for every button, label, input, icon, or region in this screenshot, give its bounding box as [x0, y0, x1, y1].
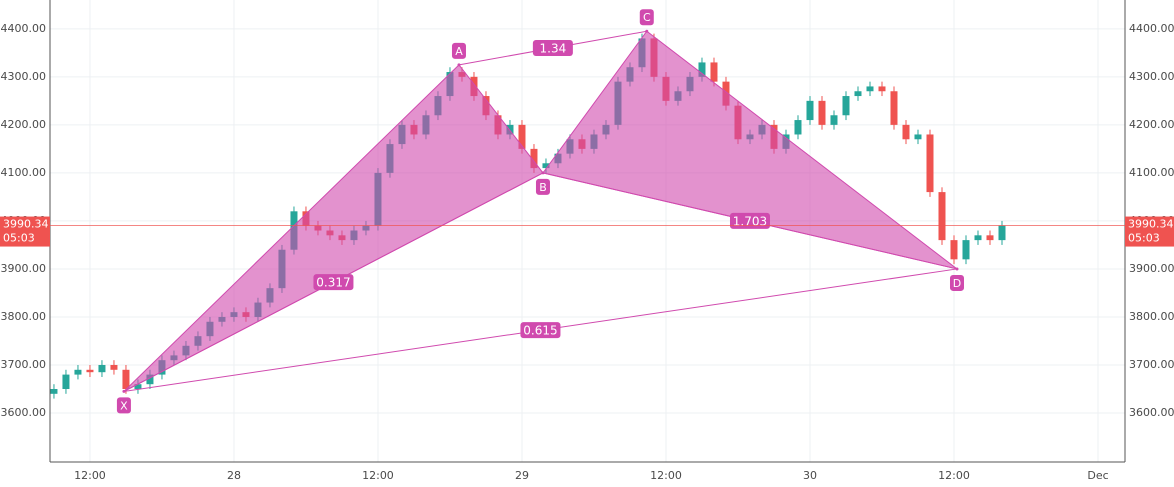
- candle-body: [950, 240, 958, 260]
- pattern-triangle: [542, 30, 958, 270]
- candle-body: [806, 100, 814, 121]
- y-tick-label-right: 4400.00: [1129, 22, 1174, 35]
- candle-body: [842, 96, 850, 116]
- ratio-badge: [520, 322, 561, 339]
- x-tick-label: 12:00: [938, 469, 970, 482]
- y-tick-label-right: 3800.00: [1129, 310, 1174, 323]
- y-tick-label-right: 4200.00: [1129, 118, 1174, 131]
- candle-body: [698, 62, 706, 77]
- x-tick-label: 12:00: [650, 469, 682, 482]
- ratio-label: 1.34: [540, 42, 567, 56]
- pattern-point: [457, 63, 461, 67]
- candle-body: [122, 369, 130, 390]
- point-badge: [451, 42, 466, 59]
- point-label: X: [120, 399, 128, 412]
- countdown-label: 05:03: [1128, 232, 1160, 245]
- candle-body: [518, 124, 526, 149]
- candle-body: [50, 389, 58, 394]
- candle-body: [998, 225, 1006, 241]
- point-label: B: [539, 181, 547, 194]
- candle-body: [62, 374, 70, 390]
- price-badge: [1125, 216, 1174, 247]
- candle-body: [110, 364, 118, 370]
- candle-body: [878, 86, 886, 92]
- candle-body: [542, 163, 550, 169]
- x-tick-label: 12:00: [74, 469, 106, 482]
- countdown-label: 05:03: [3, 232, 35, 245]
- x-tick-label: 29: [515, 469, 529, 482]
- candle-body: [938, 192, 946, 241]
- candle-body: [794, 120, 802, 135]
- candle-body: [146, 374, 154, 385]
- price-label: 3990.34: [3, 218, 49, 231]
- candle-body: [854, 91, 862, 97]
- candle-body: [914, 134, 922, 140]
- y-tick-label-right: 3900.00: [1129, 262, 1174, 275]
- point-badge: [535, 178, 550, 195]
- candle-body: [710, 62, 718, 82]
- pattern-point: [955, 267, 959, 271]
- y-tick-label: 4200.00: [1, 118, 47, 131]
- pattern-point: [645, 29, 649, 33]
- candle-body: [86, 369, 94, 373]
- y-tick-label-right: 3600.00: [1129, 406, 1174, 419]
- x-tick-label: 12:00: [362, 469, 394, 482]
- point-badge: [639, 9, 654, 26]
- pattern-point: [541, 171, 545, 175]
- candle-body: [818, 100, 826, 125]
- y-tick-label: 3600.00: [1, 406, 47, 419]
- ratio-badge: [313, 274, 354, 291]
- candle-body: [986, 235, 994, 241]
- ratio-label: 0.317: [316, 276, 350, 290]
- y-tick-label-right: 4100.00: [1129, 166, 1174, 179]
- candle-body: [974, 235, 982, 241]
- y-tick-label: 3800.00: [1, 310, 47, 323]
- pattern-triangle: [123, 64, 544, 392]
- point-label: A: [455, 45, 463, 58]
- candle-body: [890, 91, 898, 125]
- candle-body: [830, 115, 838, 125]
- candle-body: [530, 148, 538, 169]
- candle-body: [926, 134, 934, 193]
- y-tick-label: 4400.00: [1, 22, 47, 35]
- point-label: D: [953, 277, 961, 290]
- ratio-badge: [532, 40, 573, 57]
- y-tick-label-right: 4300.00: [1129, 70, 1174, 83]
- point-label: C: [643, 11, 651, 24]
- x-tick-label: Dec: [1087, 469, 1108, 482]
- point-badge: [116, 397, 131, 414]
- x-tick-label: 30: [803, 469, 817, 482]
- price-label: 3990.34: [1128, 218, 1174, 231]
- point-badge: [949, 274, 964, 291]
- y-tick-label: 4300.00: [1, 70, 47, 83]
- candle-body: [134, 384, 142, 390]
- y-tick-label-right: 3700.00: [1129, 358, 1174, 371]
- x-tick-label: 28: [227, 469, 241, 482]
- candle-body: [866, 86, 874, 92]
- y-tick-label: 3700.00: [1, 358, 47, 371]
- candle-body: [962, 240, 970, 260]
- candle-body: [74, 369, 82, 375]
- ratio-label: 0.615: [523, 324, 557, 338]
- ratio-badge: [729, 212, 770, 229]
- y-tick-label: 3900.00: [1, 262, 47, 275]
- candle-body: [902, 124, 910, 140]
- price-badge: [0, 216, 50, 247]
- candle-body: [98, 364, 106, 373]
- pattern-point: [122, 389, 126, 393]
- ratio-label: 1.703: [733, 214, 767, 228]
- y-tick-label: 4100.00: [1, 166, 47, 179]
